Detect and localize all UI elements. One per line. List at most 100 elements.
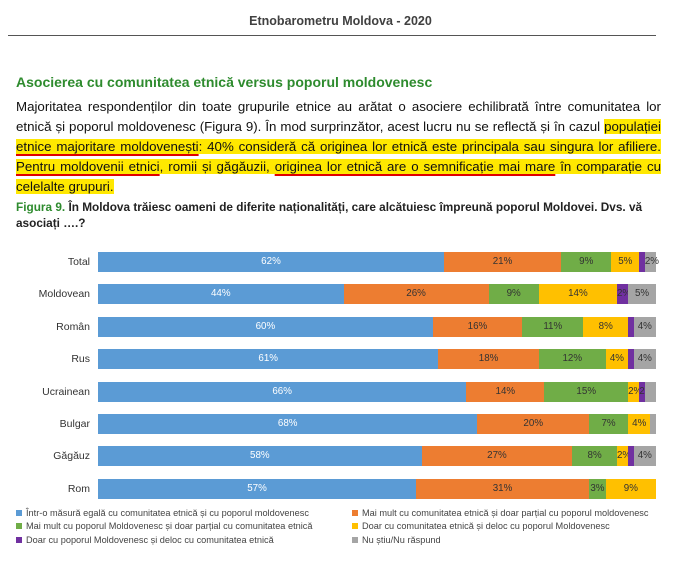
bar-segment	[605, 478, 656, 499]
data-label: 14%	[568, 288, 588, 300]
legend-swatch	[16, 523, 22, 529]
paragraph-text-6: , romii și găgăuzii,	[159, 159, 275, 174]
bar-segment	[538, 284, 617, 305]
underlined-phrase-1: etnice majoritare moldovenești	[16, 139, 199, 154]
bar-segment	[98, 414, 478, 434]
data-label: 9%	[623, 482, 638, 494]
data-label: 2%	[644, 256, 659, 267]
bar-segment	[477, 414, 590, 434]
category-label: Rus	[71, 353, 90, 366]
bar-segment	[628, 349, 634, 370]
data-label: 12%	[562, 353, 583, 365]
data-label: 18%	[478, 353, 499, 365]
bar-segment	[572, 446, 617, 467]
bar-segment	[98, 284, 344, 305]
paragraph-text-1: Majoritatea respondenților din toate gru…	[16, 99, 661, 134]
data-label: 57%	[247, 482, 267, 494]
data-label: 62%	[261, 256, 281, 267]
data-label: 2%	[628, 385, 643, 397]
bar-segment	[343, 284, 489, 305]
legend-label: Doar cu comunitatea etnică și deloc cu p…	[362, 521, 610, 531]
data-label: 15%	[576, 385, 597, 397]
bar-segment	[416, 478, 590, 499]
legend-label: Mai mult cu poporul Moldovenesc și doar …	[26, 521, 313, 531]
data-label: 8%	[598, 320, 613, 332]
bar-segment	[611, 252, 640, 272]
legend-swatch	[352, 523, 358, 529]
legend-item: Mai mult cu comunitatea etnică și doar p…	[352, 508, 649, 518]
bar-segment	[639, 252, 645, 272]
data-label: 60%	[255, 320, 276, 332]
figure-caption-text: În Moldova trăiesc oameni de diferite na…	[16, 200, 643, 230]
bar-segment	[438, 349, 539, 370]
category-label: Moldovean	[38, 288, 90, 301]
data-label: 2%	[616, 450, 632, 462]
bar-segment	[628, 414, 651, 434]
bar-segment	[538, 349, 606, 370]
bar-segment	[98, 252, 444, 272]
data-label: 4%	[637, 320, 652, 332]
data-label: 9%	[506, 288, 521, 300]
data-label: 4%	[637, 450, 652, 462]
legend-label: Doar cu poporul Moldovenesc și deloc cu …	[26, 535, 274, 545]
bar-segment	[644, 381, 656, 402]
data-label: 20%	[523, 418, 544, 429]
data-label: 44%	[210, 288, 231, 300]
legend-swatch	[352, 537, 358, 543]
bar-segment	[633, 316, 656, 337]
legend-label: Mai mult cu comunitatea etnică și doar p…	[362, 508, 649, 518]
bar-segment	[589, 478, 606, 499]
data-label: 14%	[495, 385, 516, 397]
bar-segment	[544, 381, 629, 402]
data-label: 21%	[492, 256, 513, 267]
data-label: 61%	[258, 353, 278, 365]
bar-segment	[421, 446, 573, 467]
data-label: 5%	[618, 256, 633, 267]
data-label: 9%	[579, 256, 594, 267]
category-label: Găgăuz	[53, 450, 90, 463]
data-label: 27%	[487, 450, 507, 462]
paragraph-text-4: : 40% consideră că originea lor etnică e…	[198, 139, 661, 154]
bar-segment	[432, 316, 523, 337]
bar-segment	[98, 381, 467, 402]
bar-segment	[443, 252, 562, 272]
bar-segment	[633, 349, 656, 370]
data-label: 31%	[492, 482, 513, 494]
legend-item: Nu știu/Nu răspund	[352, 535, 441, 545]
data-label: 8%	[587, 450, 602, 462]
bar-segment	[522, 316, 584, 337]
document-header: Etnobarometru Moldova - 2020	[249, 14, 432, 28]
bar-segment	[466, 381, 545, 402]
bar-segment	[628, 446, 634, 467]
data-label: 4%	[637, 353, 652, 365]
bar-segment	[639, 381, 645, 402]
legend-swatch	[16, 537, 22, 543]
bar-segment	[589, 414, 629, 434]
legend-label: Într-o măsură egală cu comunitatea etnic…	[26, 508, 309, 518]
stacked-bar-chart: Total 62% 21% 9% 5% 2% Moldovean 44% 26% 9% 14% 2% 5…	[0, 244, 681, 504]
legend-swatch	[352, 510, 358, 516]
data-label: 58%	[250, 450, 270, 462]
data-label: 7%	[601, 418, 616, 429]
bar-segment	[650, 414, 656, 434]
paragraph-text-2: populației	[604, 119, 661, 134]
data-label: 11%	[543, 320, 563, 332]
legend-item: Într-o măsură egală cu comunitatea etnic…	[16, 508, 309, 518]
data-label: 68%	[277, 418, 298, 429]
data-label: 4%	[632, 418, 647, 429]
underlined-phrase-2: Pentru moldovenii etnici	[16, 159, 160, 174]
bar-segment	[98, 349, 439, 370]
bar-segment	[628, 284, 656, 305]
bar-segment	[605, 349, 629, 370]
bar-segment	[616, 446, 629, 467]
data-label: 16%	[467, 320, 488, 332]
data-label: 5%	[634, 288, 650, 300]
bar-segment	[583, 316, 629, 337]
legend-item: Mai mult cu poporul Moldovenesc și doar …	[16, 521, 313, 531]
bar-segment	[98, 316, 433, 337]
bar-segment	[561, 252, 612, 272]
data-label: 2%	[616, 288, 632, 300]
bar-segment	[98, 478, 417, 499]
category-label: Total	[67, 256, 90, 268]
legend-swatch	[16, 510, 22, 516]
